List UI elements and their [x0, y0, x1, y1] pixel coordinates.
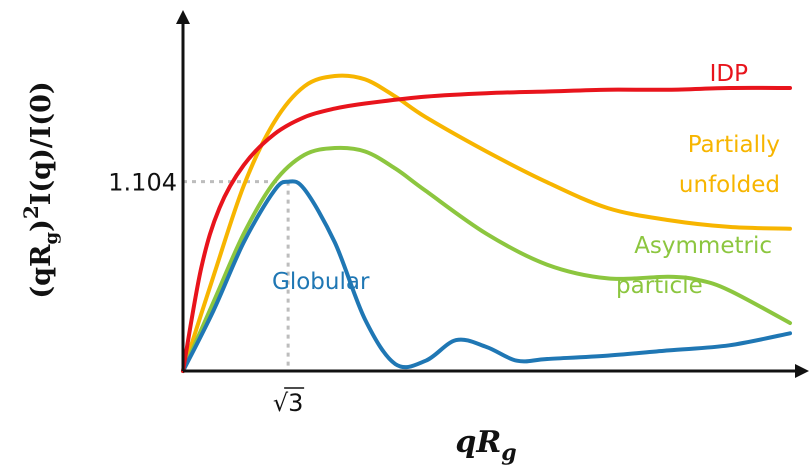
- series-line-idp: [181, 85, 792, 373]
- x-tick-label: √3: [273, 389, 304, 417]
- series-line-asymmetric-particle: [181, 145, 792, 373]
- series-label-idp: IDP: [710, 61, 748, 87]
- x-axis-arrow: [795, 364, 809, 378]
- y-axis-label-close: ): [26, 219, 57, 232]
- series-label-asymmetric-particle-line2: particle: [616, 273, 703, 299]
- series-line-globular: [181, 179, 792, 373]
- x-axis-label-sub: g: [501, 440, 516, 466]
- y-axis-label-sup: 2: [19, 205, 43, 219]
- x-axis-label: qRg: [455, 425, 516, 466]
- y-tick-label: 1.104: [108, 169, 177, 197]
- y-axis-label-open: (qR: [26, 244, 57, 299]
- series-label-partially-unfolded-line2: unfolded: [679, 172, 780, 198]
- y-axis-label-sub: g: [41, 232, 62, 245]
- series-label-globular: Globular: [272, 269, 370, 295]
- series-label-partially-unfolded-line1: Partially: [688, 132, 780, 158]
- y-axis-label-rest: I(q)/I(0): [26, 81, 57, 205]
- series-label-asymmetric-particle-line1: Asymmetric: [634, 233, 772, 259]
- y-axis-arrow: [176, 10, 190, 24]
- y-axis-label: (qRg)2I(q)/I(0): [19, 81, 62, 298]
- x-axis-label-main: qR: [455, 425, 501, 460]
- plot-area: 1.104 √3 IDP Partially unfolded Asymmetric par…: [108, 10, 809, 417]
- series-line-partially-unfolded: [181, 73, 792, 373]
